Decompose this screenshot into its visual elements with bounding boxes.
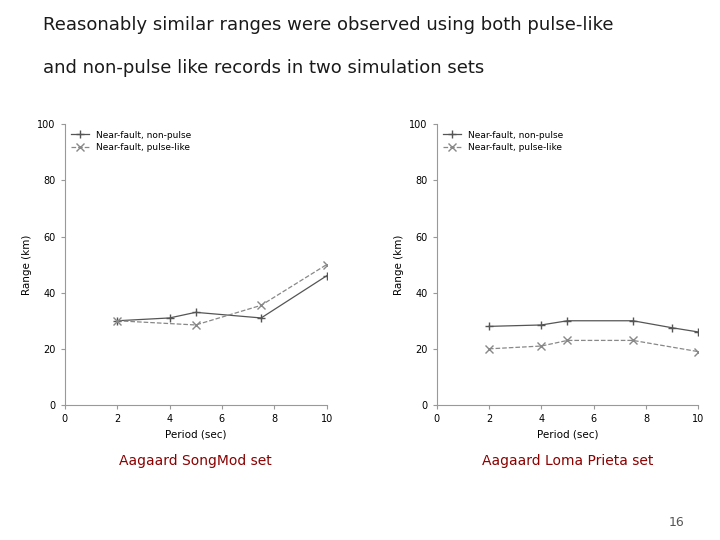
Near-fault, pulse-like <box>257 302 266 308</box>
Near-fault, non-pulse <box>257 315 266 321</box>
Near-fault, non-pulse <box>563 318 572 324</box>
Near-fault, pulse-like <box>629 337 637 343</box>
Near-fault, non-pulse <box>668 325 677 331</box>
Near-fault, non-pulse <box>323 273 331 279</box>
X-axis label: Period (sec): Period (sec) <box>536 430 598 440</box>
Legend: Near-fault, non-pulse, Near-fault, pulse-like: Near-fault, non-pulse, Near-fault, pulse… <box>441 129 565 154</box>
Y-axis label: Range (km): Range (km) <box>22 234 32 295</box>
Near-fault, pulse-like <box>192 322 200 328</box>
Text: Aagaard Loma Prieta set: Aagaard Loma Prieta set <box>482 454 653 468</box>
Near-fault, pulse-like <box>537 343 546 349</box>
Near-fault, non-pulse <box>485 323 493 329</box>
Near-fault, non-pulse <box>192 309 200 315</box>
Text: Aagaard SongMod set: Aagaard SongMod set <box>120 454 272 468</box>
Near-fault, pulse-like <box>485 346 493 352</box>
X-axis label: Period (sec): Period (sec) <box>165 430 227 440</box>
Near-fault, non-pulse <box>113 318 122 324</box>
Text: and non-pulse like records in two simulation sets: and non-pulse like records in two simula… <box>43 59 485 77</box>
Y-axis label: Range (km): Range (km) <box>394 234 404 295</box>
Near-fault, pulse-like <box>563 337 572 343</box>
Near-fault, pulse-like <box>113 318 122 324</box>
Line: Near-fault, pulse-like: Near-fault, pulse-like <box>485 336 703 356</box>
Near-fault, non-pulse <box>629 318 637 324</box>
Line: Near-fault, non-pulse: Near-fault, non-pulse <box>485 316 703 336</box>
Near-fault, non-pulse <box>537 322 546 328</box>
Near-fault, non-pulse <box>694 329 703 335</box>
Near-fault, pulse-like <box>323 261 331 268</box>
Near-fault, non-pulse <box>165 315 174 321</box>
Line: Near-fault, pulse-like: Near-fault, pulse-like <box>113 260 330 329</box>
Legend: Near-fault, non-pulse, Near-fault, pulse-like: Near-fault, non-pulse, Near-fault, pulse… <box>69 129 194 154</box>
Text: Reasonably similar ranges were observed using both pulse-like: Reasonably similar ranges were observed … <box>43 16 613 34</box>
Text: 16: 16 <box>668 516 684 529</box>
Line: Near-fault, non-pulse: Near-fault, non-pulse <box>113 272 330 325</box>
Near-fault, pulse-like <box>694 348 703 355</box>
